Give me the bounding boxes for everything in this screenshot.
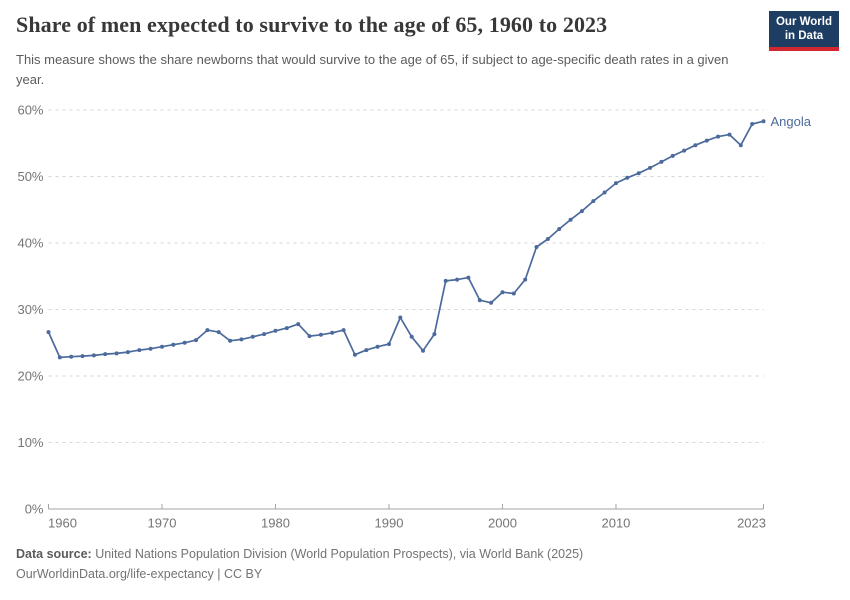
data-point-1970[interactable] bbox=[160, 344, 164, 349]
x-tick-label-1990: 1990 bbox=[375, 516, 404, 531]
data-source-line: Data source: United Nations Population D… bbox=[16, 544, 816, 564]
data-point-1981[interactable] bbox=[284, 326, 289, 331]
data-point-1967[interactable] bbox=[125, 350, 130, 355]
data-point-1966[interactable] bbox=[114, 351, 119, 356]
data-point-1984[interactable] bbox=[318, 332, 323, 337]
data-point-2003[interactable] bbox=[534, 245, 539, 249]
data-point-1963[interactable] bbox=[80, 354, 85, 359]
data-point-2019[interactable] bbox=[716, 134, 721, 139]
data-point-1979[interactable] bbox=[262, 332, 267, 337]
data-point-1992[interactable] bbox=[409, 334, 414, 339]
data-point-2005[interactable] bbox=[557, 227, 562, 231]
data-point-1977[interactable] bbox=[239, 337, 244, 342]
y-tick-label-0: 0% bbox=[25, 502, 44, 517]
data-point-1969[interactable] bbox=[148, 346, 153, 351]
data-point-2022[interactable] bbox=[750, 122, 755, 126]
data-point-1968[interactable] bbox=[137, 348, 142, 353]
data-point-2015[interactable] bbox=[670, 153, 675, 158]
data-point-1965[interactable] bbox=[103, 352, 108, 357]
license-line[interactable]: OurWorldinData.org/life-expectancy | CC … bbox=[16, 567, 263, 581]
x-tick-label-2010: 2010 bbox=[601, 516, 630, 531]
chart-area[interactable]: 0% 10% 20% 30% 40% 50% 60% 1960 1970 1980 1990 2000… bbox=[0, 95, 850, 540]
data-point-2000[interactable] bbox=[500, 290, 505, 295]
data-point-1990[interactable] bbox=[387, 342, 391, 347]
data-point-2010[interactable] bbox=[614, 181, 618, 186]
data-point-1962[interactable] bbox=[69, 354, 74, 359]
data-point-1961[interactable] bbox=[57, 355, 62, 360]
x-tick-label-2023: 2023 bbox=[737, 516, 766, 531]
x-tick-label-1970: 1970 bbox=[148, 516, 177, 531]
x-tick-label-1980: 1980 bbox=[261, 516, 290, 531]
owid-logo-line1: Our World bbox=[775, 16, 832, 28]
data-point-2007[interactable] bbox=[579, 209, 584, 214]
owid-logo[interactable]: Our World in Data bbox=[769, 11, 839, 51]
data-point-1982[interactable] bbox=[296, 322, 301, 327]
data-point-1996[interactable] bbox=[455, 277, 460, 282]
line-chart[interactable]: 0% 10% 20% 30% 40% 50% 60% 1960 1970 1980 1990 2000… bbox=[0, 95, 850, 540]
data-source-text: United Nations Population Division (Worl… bbox=[91, 547, 584, 561]
y-tick-label-40: 40% bbox=[17, 236, 43, 251]
data-point-2008[interactable] bbox=[591, 199, 596, 204]
y-tick-label-10: 10% bbox=[17, 435, 43, 450]
data-point-2014[interactable] bbox=[659, 159, 664, 164]
data-point-2001[interactable] bbox=[511, 291, 516, 296]
chart-subtitle: This measure shows the share newborns th… bbox=[16, 52, 729, 87]
data-point-1989[interactable] bbox=[375, 344, 380, 349]
series-label-angola[interactable]: Angola bbox=[771, 114, 812, 129]
data-point-2020[interactable] bbox=[727, 132, 732, 137]
data-point-1983[interactable] bbox=[307, 334, 312, 339]
data-point-1973[interactable] bbox=[194, 338, 198, 343]
data-point-1986[interactable] bbox=[341, 328, 346, 333]
owid-logo-line2: in Data bbox=[784, 29, 824, 42]
data-point-1976[interactable] bbox=[228, 338, 233, 343]
data-point-1971[interactable] bbox=[171, 342, 176, 347]
data-point-2009[interactable] bbox=[602, 190, 607, 195]
data-point-2016[interactable] bbox=[682, 148, 687, 153]
y-tick-label-30: 30% bbox=[17, 302, 43, 317]
x-tick-label-2000: 2000 bbox=[488, 516, 517, 531]
data-point-1997[interactable] bbox=[466, 275, 471, 280]
data-point-2002[interactable] bbox=[523, 277, 528, 282]
page-title: Share of men expected to survive to the … bbox=[16, 12, 608, 37]
y-tick-label-20: 20% bbox=[17, 369, 43, 384]
data-point-1995[interactable] bbox=[443, 278, 448, 283]
data-point-1988[interactable] bbox=[364, 348, 369, 353]
y-tick-label-60: 60% bbox=[17, 103, 43, 118]
data-point-1972[interactable] bbox=[182, 340, 187, 345]
series-line-angola[interactable] bbox=[47, 120, 765, 359]
chart-footer: Data source: United Nations Population D… bbox=[16, 544, 816, 584]
data-point-1985[interactable] bbox=[330, 330, 335, 335]
data-point-2018[interactable] bbox=[704, 138, 709, 143]
data-point-2021[interactable] bbox=[738, 143, 743, 148]
data-point-2023[interactable] bbox=[761, 119, 766, 124]
data-point-2012[interactable] bbox=[636, 171, 641, 176]
data-point-1994[interactable] bbox=[432, 332, 437, 337]
data-point-2004[interactable] bbox=[545, 237, 550, 241]
data-point-1978[interactable] bbox=[250, 334, 255, 339]
data-point-1960[interactable] bbox=[46, 330, 51, 335]
data-point-1964[interactable] bbox=[91, 353, 96, 358]
data-point-2011[interactable] bbox=[625, 175, 630, 180]
data-point-1987[interactable] bbox=[352, 352, 357, 357]
x-tick-label-1960: 1960 bbox=[48, 516, 77, 531]
data-point-1998[interactable] bbox=[477, 298, 482, 303]
data-point-2013[interactable] bbox=[648, 165, 652, 170]
data-point-1991[interactable] bbox=[398, 315, 403, 320]
data-point-1999[interactable] bbox=[489, 300, 494, 305]
data-point-1975[interactable] bbox=[216, 330, 221, 335]
y-tick-label-50: 50% bbox=[17, 169, 43, 184]
data-point-1980[interactable] bbox=[273, 328, 278, 333]
data-point-1993[interactable] bbox=[421, 348, 425, 353]
data-point-2017[interactable] bbox=[693, 143, 698, 148]
data-source-label: Data source: bbox=[16, 547, 92, 561]
data-point-2006[interactable] bbox=[568, 217, 573, 222]
data-point-1974[interactable] bbox=[205, 328, 210, 333]
